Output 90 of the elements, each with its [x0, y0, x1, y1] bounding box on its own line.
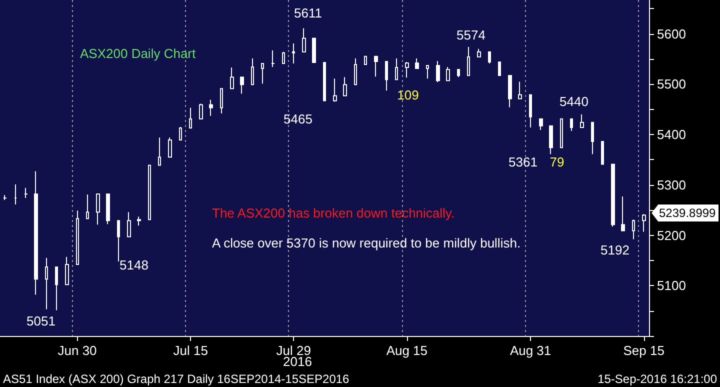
candlestick	[189, 107, 192, 128]
candlestick	[302, 28, 306, 52]
x-tick-label: Jun 30	[58, 343, 97, 358]
candlestick	[591, 122, 594, 155]
candlestick	[137, 216, 141, 226]
candlestick	[621, 196, 625, 232]
candlestick	[611, 164, 615, 228]
annotation: 79	[550, 154, 564, 170]
candlestick	[539, 118, 543, 130]
candlestick	[106, 193, 110, 225]
candlestick	[220, 88, 223, 114]
text: 5239.8999	[659, 206, 716, 220]
candlestick	[426, 64, 429, 80]
candlestick	[240, 76, 244, 94]
candlestick	[312, 38, 316, 63]
text: 15-Sep-2016 16:21:00	[598, 372, 718, 386]
text: ASX200 Daily Chart	[80, 46, 196, 61]
candlestick	[477, 48, 481, 58]
candlestick	[230, 67, 234, 90]
candlestick	[467, 46, 470, 76]
candlestick	[549, 125, 553, 155]
candlestick	[354, 58, 357, 86]
annotation: 109	[397, 88, 419, 102]
candlestick	[168, 137, 172, 158]
candlestick	[415, 58, 419, 70]
candlestick	[14, 184, 17, 206]
candlestick	[148, 164, 151, 220]
y-tick-label: 5600	[657, 26, 686, 42]
x-tick-label: Jul 15	[173, 343, 208, 358]
candlestick	[65, 256, 69, 286]
candlestick	[261, 62, 264, 84]
annotation: A close over 5370 is now required to be mildly bullish.	[212, 236, 521, 250]
annotation: 5148	[120, 258, 148, 272]
candlestick	[343, 76, 347, 96]
y-tick-label: 5100	[657, 278, 686, 294]
candlestick	[642, 214, 646, 232]
annotation: 5361	[508, 154, 538, 170]
annotation: 5192	[600, 242, 630, 258]
candlestick	[518, 81, 522, 100]
candlestick	[117, 220, 120, 262]
candlestick	[364, 56, 367, 65]
annotation: 5051	[26, 314, 56, 328]
candlestick	[24, 187, 28, 198]
candlestick	[76, 210, 79, 265]
candlestick	[292, 42, 295, 64]
candlestick	[55, 266, 58, 311]
x-tick-label: Aug 31	[510, 343, 552, 358]
candlestick	[395, 58, 398, 80]
candlestick	[199, 103, 203, 120]
annotation: 5440	[560, 94, 588, 109]
candlestick	[34, 170, 38, 296]
candlestick	[560, 118, 563, 148]
candlestick	[405, 61, 409, 78]
candlestick	[333, 78, 337, 102]
y-tick-label: 5500	[657, 76, 686, 92]
candlestick	[209, 99, 213, 116]
candlestick	[385, 60, 388, 92]
candlestick	[251, 58, 254, 86]
candlestick	[529, 94, 532, 128]
candlestick	[179, 126, 182, 141]
candlestick	[45, 257, 48, 310]
candlestick	[127, 212, 131, 238]
y-tick-label: 5300	[657, 177, 686, 192]
candlestick	[632, 219, 635, 240]
candlestick	[436, 60, 440, 83]
candlestick	[498, 61, 501, 76]
candlestick	[457, 69, 460, 78]
y-tick-label: 5400	[657, 127, 686, 142]
candlestick	[282, 51, 285, 64]
candlestick	[570, 118, 573, 132]
annotation: The ASX200 has broken down technically.	[212, 206, 455, 220]
candlestick	[374, 56, 378, 78]
candlestick	[580, 114, 584, 128]
x-tick-label: Sep 15	[623, 343, 664, 358]
candlestick	[323, 62, 326, 102]
x-tick-label: Aug 15	[386, 343, 428, 358]
annotation: 5611	[294, 6, 322, 21]
candlestick	[271, 50, 275, 68]
candlestick	[3, 194, 7, 200]
text: AS51 Index (ASX 200) Graph 217 Daily 16SEP2014-15SEP2016	[3, 372, 350, 386]
candlestick	[601, 141, 604, 165]
annotation: 5465	[284, 112, 312, 126]
annotation: 5574	[456, 27, 486, 42]
candlestick	[158, 137, 161, 166]
candlestick	[488, 51, 491, 64]
y-tick-label: 5200	[657, 228, 686, 243]
candlestick	[508, 75, 512, 108]
candlestick	[446, 66, 450, 82]
candlestick	[96, 193, 100, 226]
candlestick	[86, 194, 89, 220]
